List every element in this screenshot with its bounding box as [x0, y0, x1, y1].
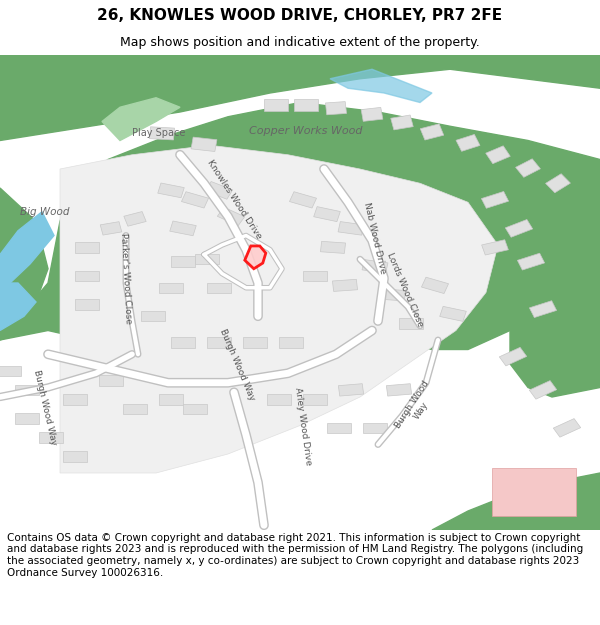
Polygon shape: [207, 337, 231, 348]
Polygon shape: [545, 174, 571, 192]
Polygon shape: [499, 348, 527, 366]
Polygon shape: [332, 279, 358, 291]
Polygon shape: [0, 102, 600, 359]
Polygon shape: [99, 375, 123, 386]
Polygon shape: [279, 337, 303, 348]
Polygon shape: [75, 299, 99, 309]
Polygon shape: [100, 222, 122, 235]
Polygon shape: [60, 145, 498, 473]
Text: Nab Wood Drive: Nab Wood Drive: [362, 201, 388, 274]
Polygon shape: [327, 422, 351, 433]
Polygon shape: [303, 394, 327, 404]
Polygon shape: [39, 432, 63, 442]
Text: Arley Wood Drive: Arley Wood Drive: [293, 387, 313, 466]
Polygon shape: [63, 451, 87, 462]
Text: Knowles Wood Drive: Knowles Wood Drive: [205, 159, 263, 241]
Polygon shape: [399, 318, 423, 329]
Polygon shape: [158, 183, 184, 198]
Polygon shape: [505, 219, 533, 238]
Text: Map shows position and indicative extent of the property.: Map shows position and indicative extent…: [120, 36, 480, 49]
Polygon shape: [330, 69, 432, 102]
Polygon shape: [149, 127, 175, 140]
Polygon shape: [432, 473, 600, 530]
Polygon shape: [386, 384, 412, 396]
Polygon shape: [294, 99, 318, 111]
Polygon shape: [0, 366, 21, 376]
Polygon shape: [325, 102, 347, 115]
Text: Copper Works Wood: Copper Works Wood: [249, 126, 363, 136]
Polygon shape: [486, 146, 510, 164]
Polygon shape: [421, 278, 449, 294]
Polygon shape: [482, 240, 508, 255]
Polygon shape: [553, 419, 581, 437]
Polygon shape: [63, 394, 87, 404]
Polygon shape: [207, 282, 231, 293]
Text: 26, KNOWLES WOOD DRIVE, CHORLEY, PR7 2FE: 26, KNOWLES WOOD DRIVE, CHORLEY, PR7 2FE: [97, 8, 503, 23]
Polygon shape: [183, 404, 207, 414]
Polygon shape: [320, 241, 346, 253]
Polygon shape: [159, 394, 183, 404]
Polygon shape: [181, 192, 209, 208]
Polygon shape: [267, 394, 291, 404]
Polygon shape: [0, 55, 600, 141]
Polygon shape: [75, 271, 99, 281]
Polygon shape: [0, 283, 36, 331]
Polygon shape: [391, 115, 413, 130]
Polygon shape: [338, 222, 364, 235]
Polygon shape: [492, 468, 576, 516]
Text: Burgh Wood
Way: Burgh Wood Way: [394, 379, 440, 436]
Polygon shape: [420, 124, 444, 140]
Text: Burgh Wood Way: Burgh Wood Way: [218, 328, 256, 402]
Polygon shape: [289, 192, 317, 208]
Text: Big Wood: Big Wood: [20, 207, 70, 217]
Polygon shape: [380, 289, 406, 301]
Polygon shape: [124, 211, 146, 226]
Text: Play Space: Play Space: [133, 128, 185, 138]
Polygon shape: [75, 242, 99, 252]
Polygon shape: [171, 256, 195, 267]
Polygon shape: [191, 137, 217, 151]
Polygon shape: [517, 253, 545, 270]
Polygon shape: [217, 208, 245, 226]
Polygon shape: [205, 181, 233, 199]
Polygon shape: [171, 337, 195, 348]
Polygon shape: [0, 212, 54, 292]
Polygon shape: [15, 384, 39, 395]
Polygon shape: [481, 191, 509, 208]
Text: Burgh Wood Way: Burgh Wood Way: [32, 369, 58, 446]
Polygon shape: [529, 301, 557, 318]
Polygon shape: [15, 413, 39, 424]
Polygon shape: [141, 311, 165, 321]
Text: Contains OS data © Crown copyright and database right 2021. This information is : Contains OS data © Crown copyright and d…: [7, 533, 583, 578]
Polygon shape: [303, 271, 327, 281]
Polygon shape: [264, 99, 288, 111]
Polygon shape: [123, 404, 147, 414]
Polygon shape: [195, 254, 219, 264]
Text: Parker's Wood Close: Parker's Wood Close: [119, 232, 133, 324]
Polygon shape: [0, 188, 48, 340]
Polygon shape: [510, 269, 600, 397]
Polygon shape: [362, 259, 388, 273]
Polygon shape: [102, 98, 180, 141]
Polygon shape: [245, 246, 266, 269]
Polygon shape: [338, 384, 364, 396]
Polygon shape: [361, 107, 383, 121]
Polygon shape: [363, 422, 387, 433]
Polygon shape: [314, 207, 340, 222]
Polygon shape: [515, 159, 541, 177]
Polygon shape: [440, 306, 466, 321]
Polygon shape: [170, 221, 196, 236]
Polygon shape: [529, 381, 557, 399]
Polygon shape: [159, 282, 183, 293]
Text: Lords Wood Close: Lords Wood Close: [385, 252, 425, 329]
Polygon shape: [243, 337, 267, 348]
Polygon shape: [456, 134, 480, 151]
